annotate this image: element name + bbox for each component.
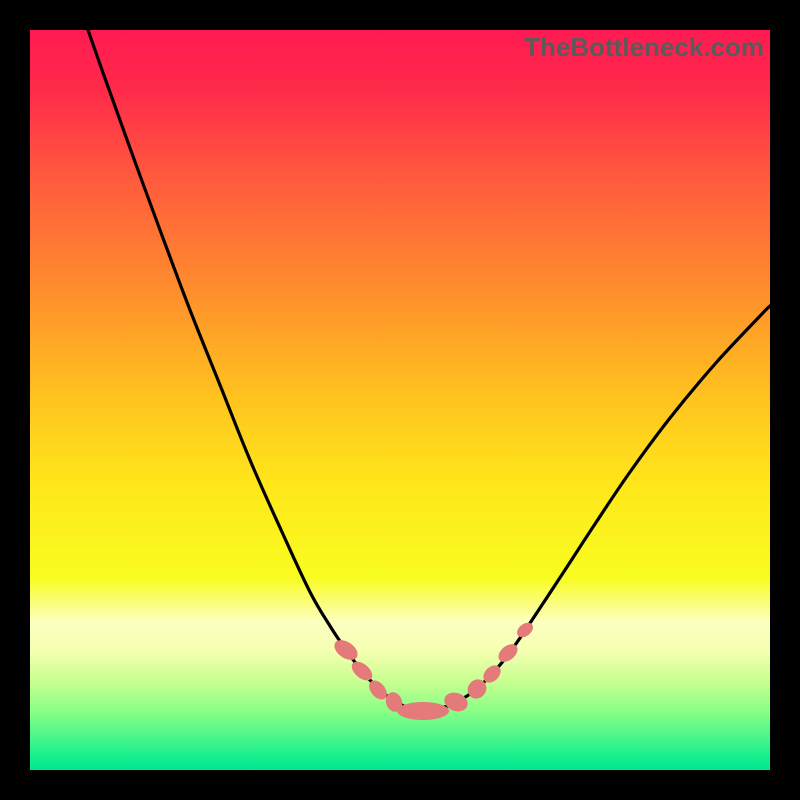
chart-frame: TheBottleneck.com [0, 0, 800, 800]
bottom-markers [331, 620, 536, 720]
main-v-curve [88, 30, 770, 710]
marker-capsule [397, 702, 449, 720]
marker-capsule [331, 636, 361, 664]
watermark-text: TheBottleneck.com [524, 32, 764, 63]
plot-svg [30, 30, 770, 770]
plot-area [30, 30, 770, 770]
marker-capsule [514, 620, 536, 641]
